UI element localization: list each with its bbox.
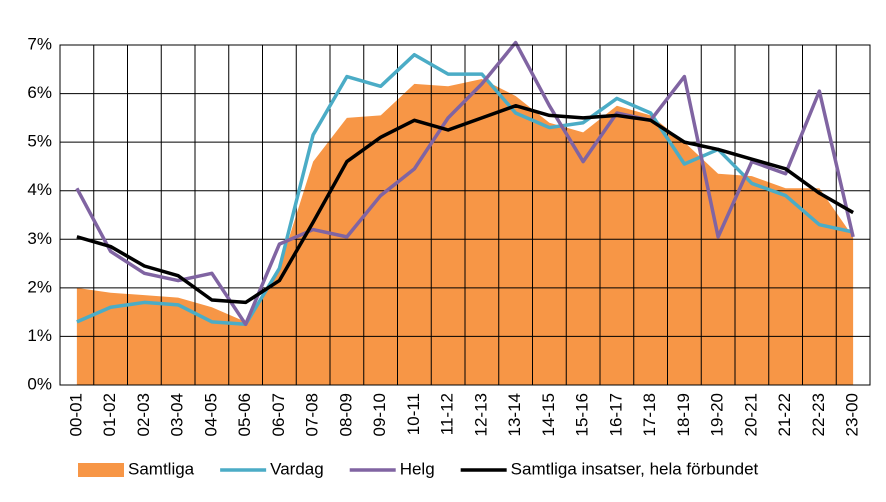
y-tick-label: 5% [27, 132, 52, 151]
legend-label: Samtliga insatser, hela förbundet [511, 459, 759, 478]
y-tick-label: 4% [27, 180, 52, 199]
line [75, 40, 855, 327]
x-tick-label: 13-14 [505, 393, 524, 436]
legend-label: Samtliga [128, 459, 195, 478]
x-tick-label: 00-01 [66, 393, 85, 436]
y-tick-label: 3% [27, 229, 52, 248]
line [76, 52, 854, 327]
line [76, 103, 854, 305]
x-tick-label: 16-17 [606, 393, 625, 436]
y-tick-label: 6% [27, 83, 52, 102]
x-tick-label: 10-11 [404, 393, 423, 435]
x-tick-label: 22-23 [809, 393, 828, 436]
legend-entry: Helg [349, 459, 435, 478]
x-tick-label: 20-21 [741, 393, 760, 436]
x-tick-label: 09-10 [370, 393, 389, 436]
x-tick-label: 03-04 [168, 393, 187, 436]
x-tick-label: 05-06 [235, 393, 254, 436]
legend-entry: Samtliga [78, 459, 195, 478]
x-tick-label: 08-09 [336, 393, 355, 436]
y-tick-label: 2% [27, 277, 52, 296]
x-tick-label: 11-12 [438, 393, 457, 435]
x-tick-label: 14-15 [539, 393, 558, 436]
x-tick-label: 18-19 [674, 393, 693, 436]
x-tick-label: 02-03 [134, 393, 153, 436]
y-tick-label: 0% [27, 374, 52, 393]
plot-border [59, 44, 871, 386]
x-tick-label: 17-18 [640, 393, 659, 436]
x-tick-label: 06-07 [269, 393, 288, 436]
y-tick-label: 1% [27, 326, 52, 345]
x-tick-label: 04-05 [201, 393, 220, 436]
grid [59, 44, 871, 386]
x-tick-label: 21-22 [775, 393, 794, 436]
legend-entry: Vardag [220, 459, 324, 478]
x-tick-label: 19-20 [708, 393, 727, 436]
x-tick-label: 07-08 [303, 393, 322, 436]
x-tick-label: 23-00 [843, 393, 862, 436]
x-tick-label: 01-02 [100, 393, 119, 436]
legend-entry: Samtliga insatser, hela förbundet [460, 459, 759, 478]
plot [75, 40, 855, 327]
legend-label: Vardag [270, 459, 324, 478]
x-tick-label: 15-16 [573, 393, 592, 436]
legend-swatch [78, 463, 124, 477]
legend-label: Helg [400, 459, 435, 478]
y-tick-label: 7% [27, 34, 52, 53]
x-tick-label: 12-13 [471, 393, 490, 436]
